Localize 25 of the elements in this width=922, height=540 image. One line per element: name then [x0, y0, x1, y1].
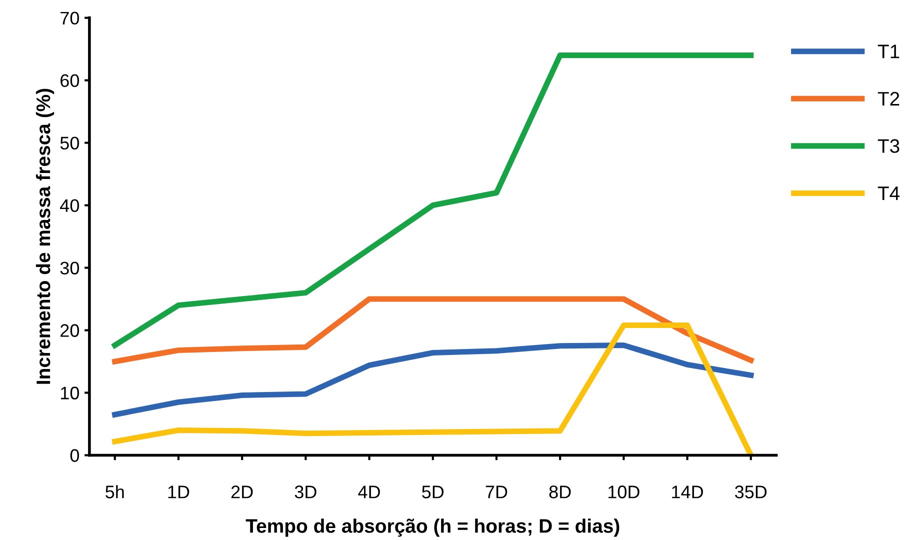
x-tick-label: 3D — [294, 486, 316, 498]
x-tick-label: 5h — [106, 485, 124, 498]
y-tick-label: 30 — [60, 262, 80, 274]
y-tick-label: 70 — [60, 12, 80, 25]
y-tick-label: 40 — [60, 199, 80, 212]
y-tick-label: 20 — [60, 324, 80, 337]
x-tick-label: 10D — [608, 486, 640, 498]
y-tick-label: 0 — [70, 449, 80, 462]
legend-label: T4 — [878, 186, 900, 200]
y-axis-title: Incremento de massa fresca (%) — [36, 88, 54, 384]
x-axis-title: Tempo de absorção (h = horas; D = dias) — [246, 518, 620, 537]
x-tick-label: 5D — [422, 486, 444, 498]
y-tick-label: 10 — [61, 386, 80, 400]
x-tick-label: 4D — [358, 486, 380, 498]
x-tick-label: 14D — [672, 486, 703, 498]
x-tick-label: 7D — [486, 486, 508, 498]
legend-label: T3 — [878, 139, 900, 153]
x-tick-label: 35D — [735, 486, 767, 498]
x-tick-label: 2D — [231, 486, 253, 498]
y-tick-label: 50 — [60, 136, 80, 150]
y-tick-label: 60 — [60, 74, 80, 88]
x-tick-label: 8D — [549, 486, 571, 498]
legend-label: T1 — [878, 44, 900, 58]
x-tick-label: 1D — [168, 486, 190, 498]
legend-label: T2 — [878, 92, 900, 106]
